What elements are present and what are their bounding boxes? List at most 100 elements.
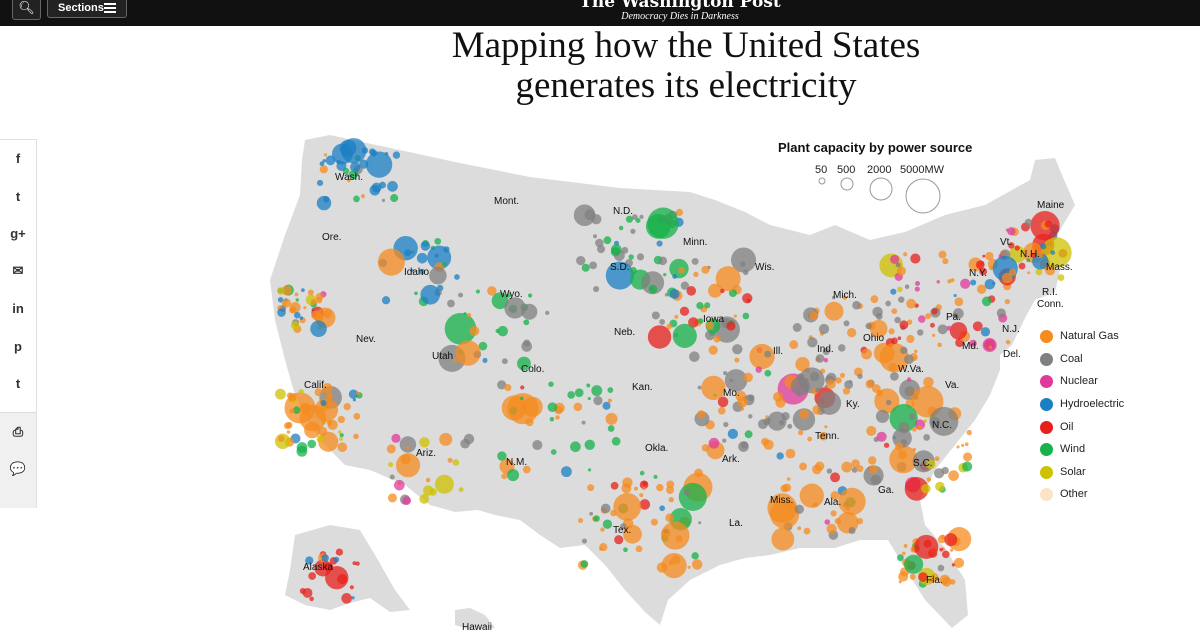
power-plant-marker[interactable]	[982, 254, 986, 258]
power-plant-marker[interactable]	[647, 325, 672, 349]
power-plant-marker[interactable]	[299, 404, 327, 432]
power-plant-marker[interactable]	[708, 283, 723, 298]
power-plant-marker[interactable]	[966, 429, 972, 436]
power-plant-marker[interactable]	[647, 207, 679, 239]
power-plant-marker[interactable]	[578, 517, 584, 523]
power-plant-marker[interactable]	[444, 312, 477, 345]
power-plant-marker[interactable]	[618, 225, 624, 231]
power-plant-marker[interactable]	[642, 486, 646, 491]
power-plant-marker[interactable]	[581, 538, 588, 544]
power-plant-marker[interactable]	[276, 287, 285, 295]
power-plant-marker[interactable]	[749, 343, 775, 370]
power-plant-marker[interactable]	[689, 351, 700, 362]
power-plant-marker[interactable]	[455, 340, 481, 366]
power-plant-marker[interactable]	[691, 559, 703, 570]
power-plant-marker[interactable]	[386, 444, 396, 454]
power-plant-marker[interactable]	[980, 327, 991, 337]
power-plant-marker[interactable]	[954, 297, 964, 307]
power-plant-marker[interactable]	[786, 500, 795, 510]
power-plant-marker[interactable]	[701, 265, 710, 274]
power-plant-marker[interactable]	[613, 493, 642, 521]
power-plant-marker[interactable]	[842, 387, 851, 395]
power-plant-marker[interactable]	[587, 397, 591, 401]
power-plant-marker[interactable]	[743, 372, 753, 383]
power-plant-marker[interactable]	[607, 398, 613, 403]
power-plant-marker[interactable]	[593, 396, 603, 406]
power-plant-marker[interactable]	[969, 339, 977, 348]
power-plant-marker[interactable]	[724, 369, 748, 392]
power-plant-marker[interactable]	[834, 517, 842, 525]
power-plant-marker[interactable]	[946, 325, 952, 331]
power-plant-marker[interactable]	[923, 434, 931, 441]
power-plant-marker[interactable]	[778, 420, 785, 426]
power-plant-marker[interactable]	[522, 396, 543, 418]
power-plant-marker[interactable]	[823, 357, 829, 363]
power-plant-marker[interactable]	[952, 312, 958, 319]
power-plant-marker[interactable]	[996, 308, 1006, 318]
power-plant-marker[interactable]	[623, 547, 628, 553]
power-plant-marker[interactable]	[1030, 253, 1036, 258]
sections-button[interactable]: Sections	[47, 0, 127, 18]
power-plant-marker[interactable]	[581, 420, 586, 425]
power-plant-marker[interactable]	[947, 279, 952, 284]
power-plant-marker[interactable]	[830, 472, 841, 483]
power-plant-marker[interactable]	[338, 430, 342, 434]
power-plant-marker[interactable]	[696, 302, 704, 310]
power-plant-marker[interactable]	[668, 497, 674, 503]
power-plant-marker[interactable]	[281, 298, 292, 308]
power-plant-marker[interactable]	[981, 296, 992, 307]
power-plant-marker[interactable]	[939, 547, 944, 552]
power-plant-marker[interactable]	[1040, 243, 1047, 250]
power-plant-marker[interactable]	[321, 554, 329, 562]
power-plant-marker[interactable]	[434, 253, 439, 258]
power-plant-marker[interactable]	[923, 419, 928, 423]
power-plant-marker[interactable]	[625, 215, 634, 223]
power-plant-marker[interactable]	[903, 543, 908, 548]
power-plant-marker[interactable]	[693, 271, 699, 278]
power-plant-marker[interactable]	[790, 376, 810, 396]
power-plant-marker[interactable]	[314, 388, 323, 397]
power-plant-marker[interactable]	[653, 474, 658, 479]
power-plant-marker[interactable]	[944, 533, 958, 547]
twitter-share-button[interactable]: t	[0, 178, 36, 216]
power-plant-marker[interactable]	[410, 269, 414, 273]
power-plant-marker[interactable]	[949, 322, 968, 340]
power-plant-marker[interactable]	[356, 391, 360, 396]
power-plant-marker[interactable]	[614, 535, 624, 545]
power-plant-marker[interactable]	[824, 519, 831, 525]
power-plant-marker[interactable]	[909, 413, 916, 421]
power-plant-marker[interactable]	[780, 484, 789, 493]
power-plant-marker[interactable]	[639, 470, 645, 476]
power-plant-marker[interactable]	[337, 415, 346, 424]
power-plant-marker[interactable]	[1041, 237, 1072, 268]
power-plant-marker[interactable]	[550, 449, 557, 455]
power-plant-marker[interactable]	[918, 572, 928, 582]
power-plant-marker[interactable]	[593, 515, 600, 522]
power-plant-marker[interactable]	[956, 445, 960, 449]
power-plant-marker[interactable]	[688, 317, 699, 328]
power-plant-marker[interactable]	[904, 284, 910, 289]
power-plant-marker[interactable]	[482, 357, 488, 363]
power-plant-marker[interactable]	[628, 254, 634, 260]
power-plant-marker[interactable]	[599, 542, 608, 552]
power-plant-marker[interactable]	[360, 194, 366, 199]
power-plant-marker[interactable]	[656, 483, 664, 492]
power-plant-marker[interactable]	[580, 560, 589, 568]
power-plant-marker[interactable]	[841, 461, 853, 473]
power-plant-marker[interactable]	[679, 306, 690, 316]
power-plant-marker[interactable]	[610, 244, 622, 255]
power-plant-marker[interactable]	[419, 494, 430, 504]
power-plant-marker[interactable]	[824, 301, 844, 321]
power-plant-marker[interactable]	[377, 248, 405, 276]
power-plant-marker[interactable]	[316, 195, 332, 211]
power-plant-marker[interactable]	[697, 385, 702, 390]
power-plant-marker[interactable]	[589, 511, 594, 516]
power-plant-marker[interactable]	[899, 320, 909, 330]
power-plant-marker[interactable]	[835, 377, 842, 384]
power-plant-marker[interactable]	[799, 462, 807, 471]
power-plant-marker[interactable]	[807, 436, 813, 442]
power-plant-marker[interactable]	[311, 310, 321, 321]
power-plant-marker[interactable]	[549, 416, 555, 422]
power-plant-marker[interactable]	[348, 170, 358, 180]
power-plant-marker[interactable]	[934, 456, 940, 462]
